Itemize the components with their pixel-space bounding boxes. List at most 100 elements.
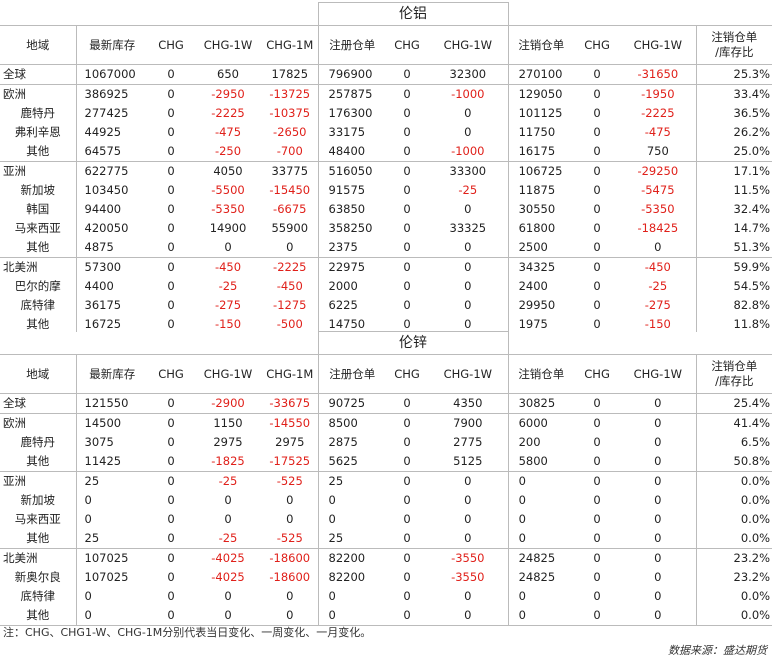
value-cell: 4050 [213,164,243,178]
value-cell: -1825 [194,452,262,472]
value-cell: 0 [167,570,175,584]
table-row: 新加坡 0 0 0 0 0 0 0 0 0 0 0.0% [0,491,772,510]
value-cell: 129050 [518,87,563,101]
region-row: 全球 1067000 0 650 17825 796900 0 32300 270100 0 -31… [0,64,773,85]
location-cell: 马来西亚 [0,510,77,529]
value-cell: -450 [262,277,319,296]
value-cell: 0 [148,64,194,85]
value-cell: 0 [403,183,411,197]
location-cell: 其他 [0,142,77,162]
value-cell: 0 [593,512,601,526]
value-cell: 4350 [428,393,509,414]
value-cell: 5625 [318,452,387,472]
value-cell: -5350 [211,202,245,216]
value-cell: 11425 [76,452,148,472]
footnote: 注：CHG、CHG1-W、CHG-1M分别代表当日变化、一周变化、一月变化。 [3,626,372,639]
value-cell: 22975 [328,260,366,274]
location-cell: 马来西亚 [0,219,77,238]
value-cell: 0 [574,238,621,258]
location-cell: 其他 [0,529,77,549]
value-cell: 0 [574,142,621,162]
value-cell: 24825 [518,551,556,565]
value-cell: -2225 [620,104,697,123]
value-cell: 0 [262,491,319,510]
value-cell: 2775 [428,433,509,452]
value-cell: 0 [620,238,697,258]
value-cell: 17.1% [733,164,771,178]
value-cell: 0 [518,493,526,507]
value-cell: -29250 [620,161,697,181]
value-cell: 750 [620,142,697,162]
value-cell: 64575 [76,142,148,162]
table-row: 底特律 36175 0 -275 -1275 6225 0 0 29950 0 -275 82.8% [0,296,772,315]
value-cell: 0 [167,183,175,197]
column-header-line: 注销仓单 [711,359,758,373]
value-cell: 0 [403,435,411,449]
value-cell: 0 [167,474,175,488]
value-cell: 0 [428,257,509,277]
column-header: 地域 [0,25,77,65]
location-cell: 巴尔的摩 [0,277,77,296]
section-title: 伦铝 [317,2,509,26]
value-cell: -450 [620,257,697,277]
value-cell: 2975 [213,435,243,449]
value-cell: -2900 [194,393,262,414]
value-cell: -25 [620,277,697,296]
column-header: CHG-1W [620,354,697,394]
section-title-row: 伦铝 [0,2,773,26]
value-cell: 0 [593,493,601,507]
value-cell: 33300 [428,161,509,181]
value-cell: 51.3% [696,238,773,258]
value-cell: 0 [224,493,232,507]
value-cell: 48400 [318,142,387,162]
value-cell: 0 [518,512,526,526]
value-cell: 0 [386,238,429,258]
column-header: 注销仓单/库存比 [696,354,773,394]
value-cell: 0 [574,393,621,414]
location-cell: 鹿特丹 [0,433,77,452]
value-cell: -700 [262,142,319,162]
location-cell: 其他 [0,452,77,472]
value-cell: 0 [224,512,232,526]
value-cell: 32.4% [733,202,771,216]
title-spacer [508,331,773,355]
region-cell: 欧洲 [0,84,77,104]
value-cell: -31650 [620,64,697,85]
value-cell: 33325 [428,219,509,238]
value-cell: -25 [218,279,238,293]
column-header: CHG [386,25,429,65]
region-cell: 亚洲 [0,161,77,181]
value-cell: 0 [403,512,411,526]
value-cell: 176300 [328,106,373,120]
value-cell: 2500 [508,238,575,258]
table-row: 其他 11425 0 -1825 -17525 5625 0 5125 5800 0 0 50.8% [0,452,773,472]
value-cell: 0 [620,471,697,491]
value-cell: 0 [403,221,411,235]
value-cell: 0.0% [740,493,771,507]
value-cell: 33.4% [733,87,771,101]
value-cell: 0 [403,298,411,312]
header-row: 地域 最新库存 CHG CHG-1W CHG-1M 注册仓单 CHG CHG-1W 注销仓单 CH… [0,354,773,394]
value-cell: 0 [403,202,411,216]
column-header: CHG-1W [428,25,509,65]
value-cell: 0 [167,221,175,235]
value-cell: 0 [508,529,575,549]
value-cell: 0 [194,606,262,626]
value-cell: 32300 [428,64,509,85]
value-cell: 0 [574,64,621,85]
value-cell: -4025 [211,570,245,584]
value-cell: 0 [148,393,194,414]
value-cell: 30550 [518,202,556,216]
value-cell: 0 [428,238,509,258]
value-cell: 63850 [328,202,366,216]
value-cell: 23.2% [733,551,771,565]
value-cell: 0 [428,529,509,549]
value-cell: 2400 [518,279,548,293]
value-cell: 0 [403,416,411,430]
value-cell: 0 [428,277,509,296]
table-row: 其他 16725 0 -150 -500 14750 0 0 1975 0 -150 11.8% [0,315,773,335]
value-cell: 25 [328,474,344,488]
value-cell: 0 [574,452,621,472]
value-cell: 0 [403,474,411,488]
column-header: CHG [148,354,194,394]
